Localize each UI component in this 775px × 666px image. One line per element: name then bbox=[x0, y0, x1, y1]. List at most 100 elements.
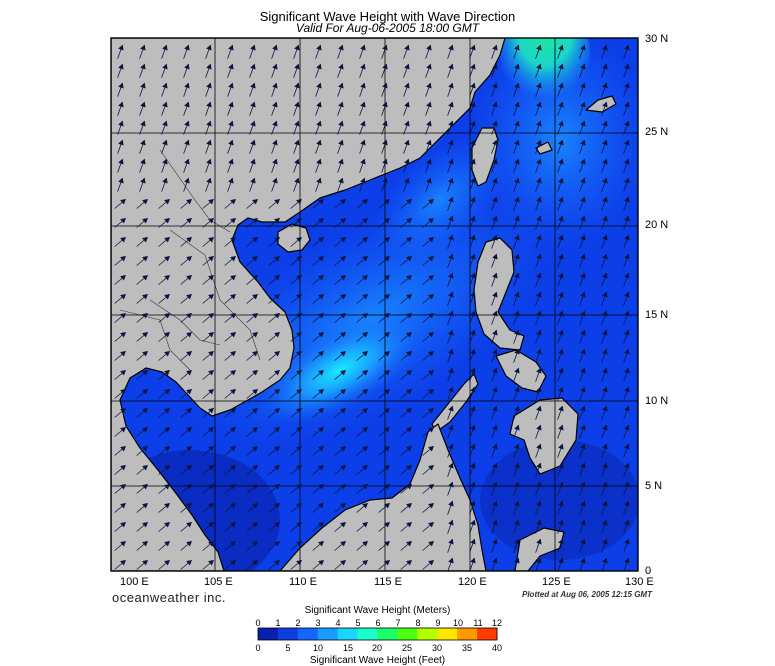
wave-direction-arrow bbox=[601, 234, 608, 249]
wave-direction-arrow bbox=[579, 500, 586, 515]
wave-direction-arrow bbox=[356, 559, 368, 570]
wave-direction-arrow bbox=[378, 464, 390, 475]
wave-direction-arrow bbox=[202, 426, 214, 437]
wave-direction-arrow bbox=[469, 367, 476, 382]
wave-direction-arrow bbox=[312, 559, 324, 570]
wave-direction-arrow bbox=[183, 120, 190, 135]
wave-direction-arrow bbox=[337, 44, 344, 59]
wave-direction-arrow bbox=[246, 312, 258, 323]
wave-direction-arrow bbox=[139, 120, 146, 135]
wave-direction-arrow bbox=[601, 386, 608, 401]
wave-direction-arrow bbox=[290, 521, 302, 532]
wave-direction-arrow bbox=[290, 464, 302, 475]
wave-direction-arrow bbox=[513, 63, 520, 78]
wave-direction-arrow bbox=[623, 139, 630, 154]
wave-direction-arrow bbox=[290, 236, 302, 247]
wave-direction-arrow bbox=[535, 348, 542, 363]
wave-direction-arrow bbox=[227, 44, 234, 59]
wave-direction-arrow bbox=[268, 369, 280, 380]
wave-direction-arrow bbox=[491, 519, 498, 534]
wave-direction-arrow bbox=[202, 312, 214, 323]
wave-direction-arrow bbox=[447, 367, 454, 382]
wave-direction-arrow bbox=[227, 101, 234, 116]
wave-direction-arrow bbox=[114, 464, 126, 475]
wave-direction-arrow bbox=[513, 196, 520, 211]
wave-direction-arrow bbox=[224, 388, 236, 399]
wave-direction-arrow bbox=[202, 388, 214, 399]
wave-direction-arrow bbox=[224, 502, 236, 513]
wave-direction-arrow bbox=[469, 158, 476, 173]
wave-direction-arrow bbox=[469, 310, 476, 325]
wave-direction-arrow bbox=[491, 82, 498, 97]
wave-direction-arrow bbox=[249, 120, 256, 135]
wave-direction-arrow bbox=[205, 101, 212, 116]
wave-direction-arrow bbox=[623, 386, 630, 401]
wave-direction-arrow bbox=[579, 234, 586, 249]
wave-direction-arrow bbox=[513, 538, 520, 553]
wave-direction-arrow bbox=[381, 158, 388, 173]
wave-direction-arrow bbox=[359, 139, 366, 154]
wave-direction-arrow bbox=[447, 196, 454, 211]
wave-direction-arrow bbox=[312, 369, 324, 380]
x-axis-label: 125 E bbox=[542, 576, 571, 588]
wave-direction-arrow bbox=[136, 369, 148, 380]
deep-water-patch bbox=[480, 440, 638, 560]
wave-direction-arrow bbox=[117, 63, 124, 78]
wave-direction-arrow bbox=[513, 158, 520, 173]
wave-direction-arrow bbox=[513, 519, 520, 534]
wave-direction-arrow bbox=[403, 158, 410, 173]
wave-direction-arrow bbox=[334, 540, 346, 551]
wave-direction-arrow bbox=[334, 445, 346, 456]
wave-direction-arrow bbox=[447, 272, 454, 287]
wave-direction-arrow bbox=[246, 464, 258, 475]
wave-direction-arrow bbox=[623, 101, 630, 116]
wave-direction-arrow bbox=[268, 445, 280, 456]
wave-direction-arrow bbox=[158, 426, 170, 437]
wave-direction-arrow bbox=[469, 348, 476, 363]
wave-direction-arrow bbox=[334, 464, 346, 475]
y-axis-label: 20 N bbox=[645, 219, 668, 231]
wave-direction-arrow bbox=[356, 350, 368, 361]
wave-direction-arrow bbox=[136, 293, 148, 304]
wave-direction-arrow bbox=[268, 350, 280, 361]
wave-direction-arrow bbox=[535, 519, 542, 534]
wave-direction-arrow bbox=[290, 502, 302, 513]
wave-direction-arrow bbox=[202, 236, 214, 247]
wave-direction-arrow bbox=[513, 310, 520, 325]
wave-direction-arrow bbox=[246, 521, 258, 532]
wave-direction-arrow bbox=[315, 63, 322, 78]
wave-direction-arrow bbox=[557, 63, 564, 78]
wave-direction-arrow bbox=[535, 291, 542, 306]
wave-direction-arrow bbox=[469, 139, 476, 154]
wave-direction-arrow bbox=[334, 369, 346, 380]
wave-direction-arrow bbox=[469, 196, 476, 211]
wave-direction-arrow bbox=[623, 63, 630, 78]
wave-direction-arrow bbox=[249, 158, 256, 173]
wave-direction-arrow bbox=[400, 312, 412, 323]
wave-direction-arrow bbox=[378, 483, 390, 494]
wave-direction-arrow bbox=[356, 426, 368, 437]
wave-direction-arrow bbox=[579, 177, 586, 192]
wave-direction-arrow bbox=[117, 44, 124, 59]
wave-direction-arrow bbox=[183, 101, 190, 116]
wave-direction-arrow bbox=[312, 464, 324, 475]
plotted-timestamp: Plotted at Aug 06, 2005 12:15 GMT bbox=[522, 590, 652, 599]
colorbar-meter-tick: 6 bbox=[375, 618, 380, 628]
wave-direction-arrow bbox=[469, 253, 476, 268]
wave-direction-arrow bbox=[579, 82, 586, 97]
wave-direction-arrow bbox=[400, 540, 412, 551]
wave-direction-arrow bbox=[579, 196, 586, 211]
wave-direction-arrow bbox=[623, 557, 630, 571]
x-axis-label: 120 E bbox=[458, 576, 487, 588]
wave-direction-arrow bbox=[557, 120, 564, 135]
wave-direction-arrow bbox=[535, 253, 542, 268]
wave-direction-arrow bbox=[356, 388, 368, 399]
wave-direction-arrow bbox=[623, 462, 630, 477]
wave-direction-arrow bbox=[513, 177, 520, 192]
wave-direction-arrow bbox=[202, 369, 214, 380]
wave-direction-arrow bbox=[136, 559, 148, 570]
wave-direction-arrow bbox=[447, 424, 454, 439]
colorbar-swatch bbox=[437, 628, 458, 640]
wave-direction-arrow bbox=[447, 158, 454, 173]
wave-direction-arrow bbox=[557, 405, 564, 420]
